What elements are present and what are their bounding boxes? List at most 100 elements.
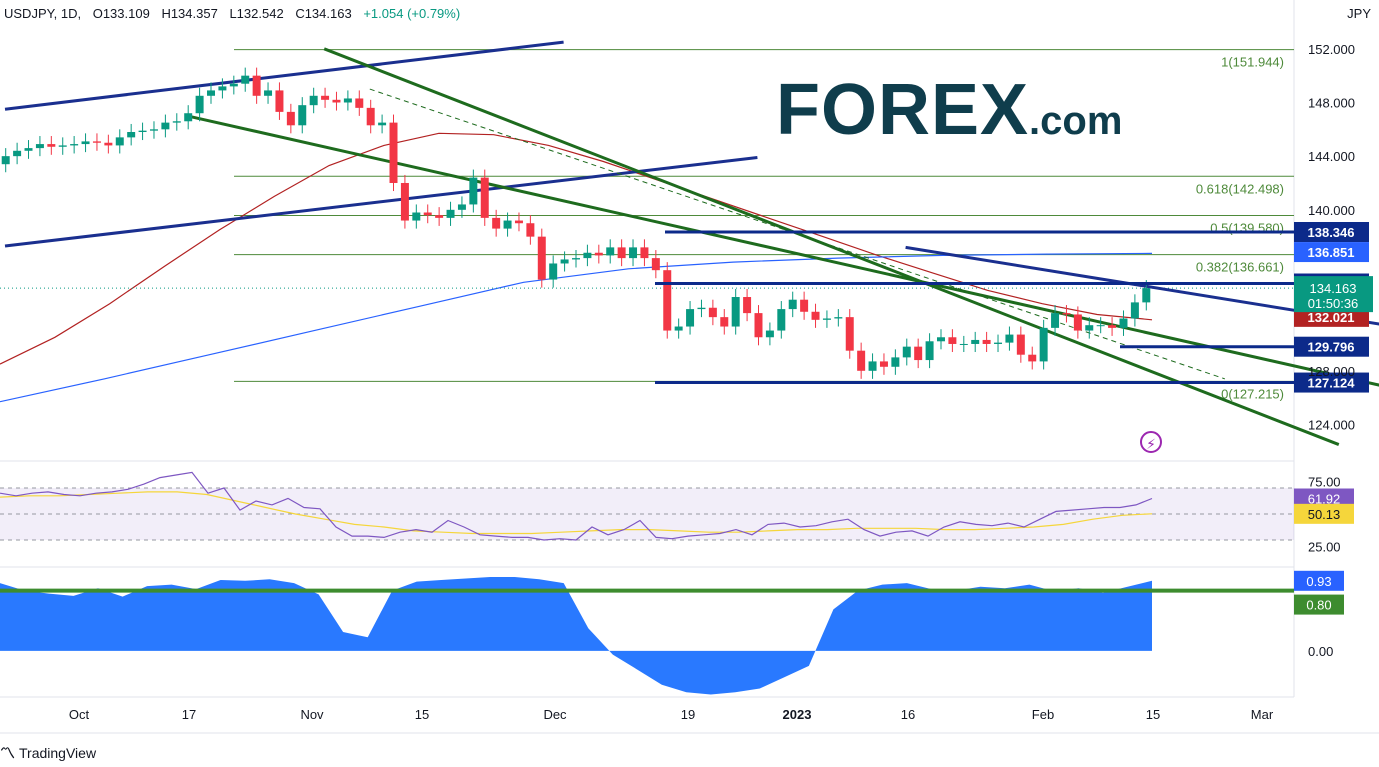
candle xyxy=(925,333,934,369)
candle-body xyxy=(298,105,307,126)
trendline-dashed xyxy=(369,88,1225,380)
candle-body xyxy=(720,317,729,327)
candle-body xyxy=(138,130,147,133)
candle xyxy=(480,169,489,226)
candle xyxy=(332,91,341,111)
candle-body xyxy=(514,220,523,224)
candle-body xyxy=(184,113,193,122)
candle-body xyxy=(822,318,831,320)
candle xyxy=(708,299,717,326)
candle xyxy=(651,250,660,279)
candle-body xyxy=(1005,334,1014,343)
candle xyxy=(994,334,1003,353)
time-tick-label: 2023 xyxy=(783,707,812,722)
candle-body xyxy=(343,98,352,103)
candle-body xyxy=(765,330,774,338)
time-axis: Oct 17 Nov 15 Dec 19 2023 16 Feb 15 Mar xyxy=(69,707,1274,722)
candle-body xyxy=(845,317,854,351)
candle xyxy=(343,90,352,111)
countdown-label: 01:50:36 xyxy=(1308,296,1359,311)
candle xyxy=(879,353,888,375)
trendline xyxy=(323,47,1340,446)
currency-label: JPY xyxy=(1347,6,1371,21)
candle-body xyxy=(24,148,33,151)
candle-body xyxy=(526,223,535,237)
candle-body xyxy=(674,326,683,331)
tradingview-footer[interactable]: 〽 TradingView xyxy=(0,745,97,762)
candle-body xyxy=(1051,313,1060,328)
candle-body xyxy=(925,341,934,361)
candle xyxy=(731,288,740,335)
candle-body xyxy=(229,83,238,87)
candle-body xyxy=(788,299,797,310)
ohlc-open: O133.109 xyxy=(92,6,150,21)
price-tick-label: 124.000 xyxy=(1308,417,1355,432)
correlation-value-label: 0.93 xyxy=(1306,574,1331,589)
candle-body xyxy=(868,361,877,371)
candle-body xyxy=(902,346,911,358)
candle-body xyxy=(982,339,991,344)
candle-body xyxy=(92,141,101,143)
candle-body xyxy=(777,309,786,331)
candle xyxy=(822,310,831,328)
candle xyxy=(1051,305,1060,336)
candle xyxy=(914,338,923,369)
candle xyxy=(1142,280,1151,311)
candle xyxy=(309,87,318,114)
candle xyxy=(674,318,683,339)
candle-body xyxy=(994,342,1003,344)
candle-body xyxy=(1,156,10,165)
candle-body xyxy=(218,86,227,91)
candle-body xyxy=(389,122,398,183)
trendline xyxy=(4,156,758,248)
candle xyxy=(321,87,330,108)
symbol-label[interactable]: USDJPY, 1D, xyxy=(4,6,82,21)
moving-average-blue-line xyxy=(0,252,1153,403)
candle xyxy=(1085,317,1094,339)
candle-body xyxy=(936,337,945,342)
candle xyxy=(902,338,911,366)
candle-body xyxy=(149,129,158,131)
candle xyxy=(275,82,284,120)
candle xyxy=(389,114,398,192)
time-tick-label: Dec xyxy=(543,707,567,722)
candle-body xyxy=(35,144,44,149)
candle-body xyxy=(1119,318,1128,328)
candle xyxy=(195,87,204,122)
candle-body xyxy=(480,177,489,218)
candle xyxy=(412,204,421,229)
rsi-value-tag xyxy=(1294,503,1354,524)
candle xyxy=(788,291,797,318)
ohlc-close: C134.163 xyxy=(295,6,352,21)
ohlc-high: H134.357 xyxy=(161,6,218,21)
flash-icon[interactable]: ⚡ xyxy=(1140,431,1162,453)
fib-level-label: 0(127.215) xyxy=(1221,386,1284,401)
candle xyxy=(629,239,638,267)
candle-body xyxy=(1096,325,1105,327)
candle xyxy=(1062,305,1071,323)
correlation-area xyxy=(0,577,1152,695)
candle xyxy=(172,113,181,131)
candle-body xyxy=(1016,334,1025,355)
candle xyxy=(298,97,307,134)
fib-level-label: 1(151.944) xyxy=(1221,55,1284,70)
candle xyxy=(594,244,603,264)
candle-body xyxy=(800,299,809,312)
horizontal-levels: 138.346136.851134.507132.021129.796127.1… xyxy=(655,222,1373,393)
candle xyxy=(70,136,79,154)
candle-body xyxy=(1062,313,1071,315)
candle-body xyxy=(617,247,626,259)
candle xyxy=(1096,317,1105,334)
candle xyxy=(754,305,763,346)
candle-body xyxy=(366,107,375,126)
candle xyxy=(241,67,250,92)
rsi-value-tag xyxy=(1294,488,1354,509)
moving-average-red-line xyxy=(0,132,1153,365)
correlation-level-tag xyxy=(1294,594,1344,615)
price-tick-label: 140.000 xyxy=(1308,203,1355,218)
last-price-tag xyxy=(1294,276,1373,313)
candle xyxy=(537,228,546,288)
ohlc-low: L132.542 xyxy=(229,6,284,21)
candle-body xyxy=(1108,325,1117,328)
